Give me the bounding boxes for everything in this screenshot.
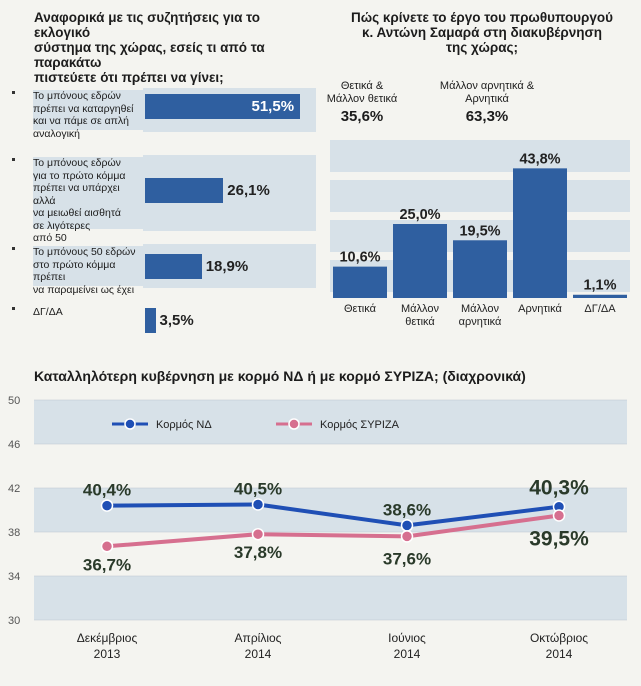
x-tick-label: ΔΓ/ΔΑ: [584, 303, 616, 315]
series-line: [106, 513, 560, 549]
data-label: 37,6%: [383, 549, 431, 568]
data-point: [251, 498, 265, 511]
legend-marker: [124, 418, 136, 430]
x-tick-label: 2014: [245, 647, 272, 661]
chart2-title: Πώς κρίνετε το έργο του πρωθυπουργού κ. …: [350, 10, 614, 55]
hb-bar: [145, 254, 202, 279]
y-tick-label: 38: [8, 527, 20, 539]
chart2-vertical-bar: 10,6%Θετικά25,0%Μάλλονθετικά19,5%Μάλλονα…: [330, 140, 630, 328]
hb-category-label: Το μπόνους εδρών για το πρώτο κόμμα πρέπ…: [33, 157, 143, 244]
x-tick-label: 2013: [94, 647, 121, 661]
x-tick-label: Οκτώβριος: [530, 631, 588, 645]
x-tick-label: Μάλλον: [401, 303, 439, 315]
y-tick-label: 42: [8, 483, 20, 495]
data-point: [100, 499, 114, 512]
chart1-title: Αναφορικά με τις συζητήσεις για το εκλογ…: [34, 10, 265, 85]
grid-band: [330, 140, 630, 172]
bullet: [12, 158, 15, 161]
data-label: 40,5%: [234, 480, 282, 499]
bar-value-label: 25,0%: [399, 207, 440, 223]
x-tick-label: Δεκέμβριος: [77, 631, 138, 645]
data-label: 39,5%: [529, 528, 589, 551]
hb-bar: [145, 308, 156, 333]
data-point: [100, 540, 114, 553]
hb-value-label: 26,1%: [227, 182, 270, 199]
y-tick-label: 34: [8, 571, 20, 583]
hb-category-label: Το μπόνους 50 εδρών στο πρώτο κόμμα πρέπ…: [33, 246, 143, 296]
chart3-line-chart: 30 34 38 42 46 50 Δεκέμβριος 2013 Απρίλιος 2014 Ιο…: [8, 395, 627, 661]
hb-value-label: 51,5%: [251, 98, 295, 115]
hb-bar: [145, 178, 224, 203]
data-label: 38,6%: [383, 500, 431, 519]
x-tick-label: Μάλλον: [461, 303, 499, 315]
bar-value-label: 10,6%: [339, 250, 380, 266]
y-tick-label: 50: [8, 395, 20, 407]
x-tick-label: αρνητικά: [459, 316, 502, 328]
bullet: [12, 247, 15, 250]
bar-value-label: 1,1%: [583, 278, 616, 294]
data-point: [400, 519, 414, 532]
hb-value-label: 18,9%: [205, 258, 249, 275]
hb-category-label: ΔΓ/ΔΑ: [33, 306, 63, 318]
data-label: 40,4%: [83, 481, 131, 500]
grid-band: [330, 180, 630, 212]
data-point: [552, 509, 566, 522]
legend-label: Κορμός ΣΥΡΙΖΑ: [320, 419, 400, 431]
bar-value-label: 19,5%: [459, 223, 500, 239]
summary-label: Μάλλον αρνητικά & Αρνητικά: [439, 80, 535, 105]
bullet: [12, 307, 15, 310]
bullet: [12, 91, 15, 94]
x-tick-label: Θετικά: [344, 303, 377, 315]
y-tick-label: 46: [8, 439, 20, 451]
legend-marker: [288, 418, 300, 430]
hb-bar: [145, 94, 300, 119]
data-point: [400, 530, 414, 543]
data-label: 36,7%: [83, 555, 131, 574]
bar: [453, 240, 507, 298]
data-point: [251, 527, 265, 541]
series-line: [106, 502, 560, 528]
x-tick-label: Ιούνιος: [388, 631, 426, 645]
summary-value: 63,3%: [465, 108, 509, 125]
hb-category-label: Το μπόνους εδρών πρέπει να καταργηθεί κα…: [33, 90, 143, 140]
bar: [333, 266, 387, 298]
bar-value-label: 43,8%: [519, 151, 560, 167]
data-label: 40,3%: [529, 477, 589, 500]
bar: [393, 224, 447, 298]
chart3-title: Καταλληλότερη κυβέρνηση με κορμό ΝΔ ή με…: [34, 368, 526, 384]
bar: [573, 294, 627, 298]
x-tick-label: 2014: [546, 647, 573, 661]
data-label: 37,8%: [234, 543, 282, 562]
x-tick-label: Αρνητικά: [518, 303, 562, 315]
summary-label: Θετικά & Μάλλον θετικά: [326, 80, 398, 105]
bar: [513, 168, 567, 298]
x-tick-label: θετικά: [405, 316, 435, 328]
legend-label: Κορμός ΝΔ: [156, 419, 212, 431]
grid-band: [34, 576, 627, 620]
hb-value-label: 3,5%: [159, 312, 194, 329]
summary-value: 35,6%: [340, 108, 384, 125]
x-tick-label: Απρίλιος: [235, 631, 282, 645]
y-tick-label: 30: [8, 615, 20, 627]
x-tick-label: 2014: [394, 647, 421, 661]
